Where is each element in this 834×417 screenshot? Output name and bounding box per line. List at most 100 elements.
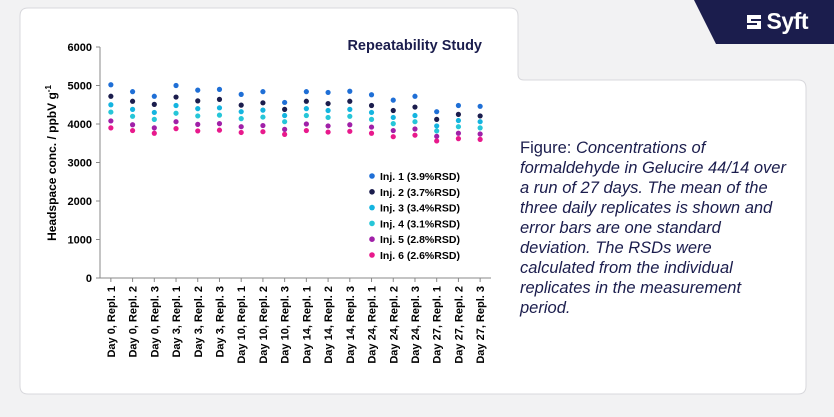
data-point-inj-5 bbox=[151, 125, 157, 131]
legend-marker bbox=[369, 173, 375, 179]
data-point-inj-6 bbox=[325, 129, 331, 135]
legend-marker bbox=[369, 236, 375, 242]
data-point-inj-5 bbox=[368, 124, 375, 130]
data-point-inj-3 bbox=[216, 105, 223, 111]
data-point-inj-1 bbox=[151, 93, 157, 99]
x-tick-label: Day 0, Repl. 1 bbox=[106, 286, 118, 358]
legend-entry: Inj. 1 (3.9%RSD) bbox=[380, 171, 460, 183]
x-tick-label: Day 3, Repl. 3 bbox=[214, 286, 226, 358]
data-point-inj-3 bbox=[173, 102, 179, 109]
card-outline bbox=[19, 7, 807, 395]
data-point-inj-3 bbox=[260, 107, 266, 113]
data-point-inj-1 bbox=[412, 93, 418, 99]
data-point-inj-4 bbox=[260, 114, 266, 120]
data-point-inj-1 bbox=[173, 82, 179, 89]
data-point-inj-5 bbox=[390, 127, 396, 134]
data-point-inj-1 bbox=[434, 109, 440, 115]
data-point-inj-1 bbox=[108, 82, 114, 88]
x-tick-label: Day 14, Repl. 3 bbox=[345, 286, 357, 364]
data-point-inj-5 bbox=[260, 122, 266, 129]
data-point-inj-2 bbox=[434, 116, 440, 122]
data-point-inj-4 bbox=[216, 112, 223, 118]
data-point-inj-3 bbox=[412, 112, 418, 119]
x-tick-label: Day 14, Repl. 1 bbox=[301, 286, 313, 364]
data-point-inj-4 bbox=[325, 114, 331, 121]
data-point-inj-5 bbox=[195, 121, 201, 127]
x-tick-label: Day 10, Repl. 2 bbox=[258, 286, 270, 364]
data-point-inj-3 bbox=[108, 102, 114, 108]
y-tick-label: 2000 bbox=[68, 196, 92, 208]
x-tick-label: Day 27, Repl. 3 bbox=[475, 286, 487, 364]
data-point-inj-5 bbox=[282, 126, 288, 132]
data-point-inj-5 bbox=[108, 118, 114, 124]
data-point-inj-6 bbox=[368, 130, 375, 136]
data-point-inj-1 bbox=[260, 89, 266, 95]
data-point-inj-2 bbox=[151, 101, 157, 107]
data-point-inj-6 bbox=[151, 130, 157, 136]
x-tick-label: Day 10, Repl. 1 bbox=[236, 286, 248, 364]
data-point-inj-2 bbox=[238, 102, 244, 108]
data-point-inj-3 bbox=[368, 109, 375, 116]
legend-marker bbox=[369, 252, 375, 258]
data-point-inj-6 bbox=[129, 127, 136, 134]
data-point-inj-1 bbox=[477, 103, 483, 109]
data-point-inj-3 bbox=[282, 112, 288, 119]
data-point-inj-6 bbox=[455, 136, 462, 142]
x-tick-label: Day 27, Repl. 1 bbox=[432, 286, 444, 364]
y-tick-label: 6000 bbox=[68, 42, 92, 54]
x-tick-label: Day 3, Repl. 2 bbox=[193, 286, 205, 358]
data-point-inj-2 bbox=[477, 113, 483, 119]
data-point-inj-6 bbox=[412, 132, 418, 138]
data-point-inj-4 bbox=[390, 121, 396, 127]
data-point-inj-4 bbox=[108, 109, 114, 115]
data-point-inj-2 bbox=[347, 98, 353, 104]
data-point-inj-4 bbox=[368, 116, 375, 122]
data-point-inj-3 bbox=[455, 117, 462, 124]
x-tick-label: Day 24, Repl. 1 bbox=[367, 286, 379, 364]
data-point-inj-5 bbox=[434, 133, 440, 139]
data-point-inj-6 bbox=[347, 128, 353, 134]
data-point-inj-1 bbox=[455, 102, 462, 109]
brand-logo: Syft bbox=[744, 8, 809, 35]
data-point-inj-3 bbox=[151, 109, 157, 116]
legend-entry: Inj. 3 (3.4%RSD) bbox=[380, 203, 460, 215]
legend-entry: Inj. 4 (3.1%RSD) bbox=[380, 218, 460, 230]
data-point-inj-2 bbox=[129, 98, 136, 104]
x-tick-label: Day 14, Repl. 2 bbox=[323, 286, 335, 364]
x-tick-label: Day 10, Repl. 3 bbox=[280, 286, 292, 364]
data-point-inj-2 bbox=[260, 100, 266, 106]
data-point-inj-1 bbox=[347, 88, 353, 94]
x-tick-label: Day 0, Repl. 3 bbox=[149, 286, 161, 358]
data-point-inj-1 bbox=[303, 89, 309, 95]
data-point-inj-1 bbox=[325, 89, 331, 96]
data-point-inj-2 bbox=[195, 98, 201, 104]
data-point-inj-1 bbox=[368, 92, 375, 98]
y-tick-label: 1000 bbox=[68, 235, 92, 247]
data-point-inj-6 bbox=[216, 127, 223, 133]
data-point-inj-4 bbox=[412, 119, 418, 125]
legend-marker bbox=[369, 220, 375, 227]
data-point-inj-3 bbox=[325, 107, 331, 114]
data-point-inj-6 bbox=[260, 129, 266, 135]
y-axis-label-superscript: -1 bbox=[44, 85, 53, 93]
data-point-inj-3 bbox=[390, 114, 396, 121]
data-point-inj-2 bbox=[303, 98, 309, 104]
data-point-inj-4 bbox=[303, 112, 309, 119]
data-point-inj-2 bbox=[325, 100, 331, 107]
data-point-inj-2 bbox=[282, 106, 288, 112]
legend-entry: Inj. 2 (3.7%RSD) bbox=[380, 187, 460, 199]
data-point-inj-4 bbox=[195, 113, 201, 119]
data-point-inj-3 bbox=[434, 123, 440, 129]
data-point-inj-6 bbox=[434, 138, 440, 144]
data-point-inj-2 bbox=[216, 96, 223, 102]
data-point-inj-4 bbox=[282, 119, 288, 125]
data-point-inj-1 bbox=[238, 91, 244, 97]
data-point-inj-2 bbox=[455, 111, 462, 117]
data-point-inj-4 bbox=[347, 113, 353, 119]
data-point-inj-6 bbox=[303, 127, 309, 134]
x-tick-label: Day 24, Repl. 2 bbox=[388, 286, 400, 364]
data-point-inj-6 bbox=[173, 126, 179, 132]
data-point-inj-5 bbox=[477, 131, 483, 137]
